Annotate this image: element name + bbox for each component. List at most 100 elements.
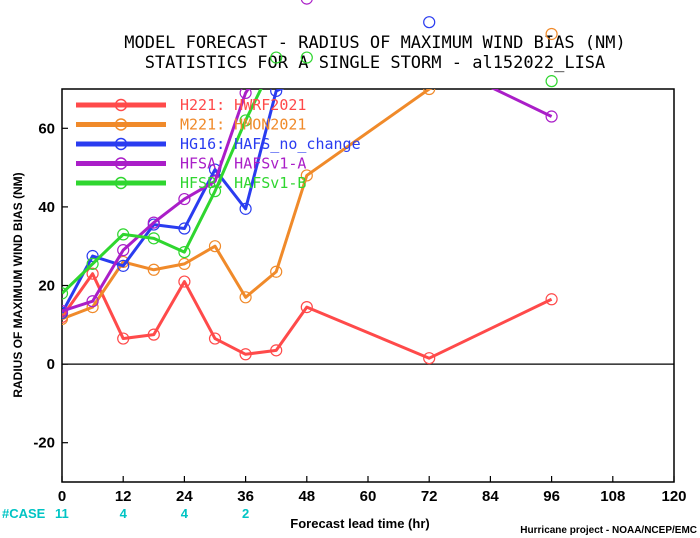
data-point	[545, 27, 558, 41]
y-tick-label: 0	[47, 356, 55, 373]
data-point	[239, 348, 252, 361]
case-count: 2	[242, 506, 249, 521]
data-point	[117, 244, 130, 257]
y-tick-label: 40	[38, 199, 55, 216]
data-point	[270, 344, 283, 357]
legend-item: H221: HWRF2021	[76, 96, 306, 114]
case-count: 4	[181, 506, 189, 521]
x-tick-label: 84	[482, 488, 499, 505]
credit-text: Hurricane project - NOAA/NCEP/EMC	[520, 525, 697, 536]
y-axis-label: RADIUS OF MAXIMUM WIND BIAS (NM)	[11, 172, 25, 397]
data-point	[62, 287, 69, 300]
legend-label: HFSB: HAFSv1-B	[180, 174, 306, 192]
legend-label: HFSA: HAFSv1-A	[180, 155, 306, 173]
x-tick-label: 24	[176, 488, 193, 505]
data-point	[423, 352, 436, 365]
data-point	[270, 89, 283, 98]
x-tick-label: 48	[298, 488, 315, 505]
legend-item: M221: HMON2021	[76, 116, 306, 134]
data-point	[300, 51, 313, 64]
chart-subtitle: STATISTICS FOR A SINGLE STORM - al152022…	[145, 53, 606, 73]
data-point	[117, 259, 130, 272]
series-line	[62, 89, 285, 314]
x-tick-label: 108	[600, 488, 625, 505]
data-point	[147, 232, 160, 245]
chart-title: MODEL FORECAST - RADIUS OF MAXIMUM WIND …	[124, 33, 626, 53]
data-point	[300, 169, 313, 182]
x-tick-label: 36	[237, 488, 254, 505]
data-point	[208, 332, 222, 345]
data-point	[147, 328, 160, 341]
legend-item: HFSA: HAFSv1-A	[76, 155, 306, 173]
data-point	[300, 0, 313, 5]
series-line	[62, 89, 263, 295]
x-tick-label: 72	[421, 488, 438, 505]
data-point	[86, 249, 99, 263]
series-4	[62, 89, 263, 300]
data-point	[239, 89, 252, 100]
data-point	[178, 245, 191, 259]
data-point	[239, 114, 252, 127]
data-point	[545, 75, 558, 88]
series-2	[62, 89, 285, 320]
data-point	[545, 110, 558, 123]
legend-item: HFSB: HAFSv1-B	[76, 174, 306, 192]
data-point	[239, 291, 252, 304]
data-point	[147, 216, 160, 229]
data-point	[208, 240, 222, 253]
data-point	[270, 51, 283, 64]
case-count: 4	[120, 506, 128, 521]
data-point	[62, 304, 69, 318]
series-layer	[62, 89, 558, 365]
x-tick-label: 12	[115, 488, 132, 505]
data-point	[117, 332, 130, 345]
case-count: 11	[55, 506, 69, 521]
data-point	[239, 202, 252, 215]
legend-marker	[114, 157, 128, 170]
data-point	[178, 275, 191, 288]
data-point	[147, 263, 160, 276]
data-point	[62, 312, 69, 326]
x-tick-label: 60	[360, 488, 377, 505]
data-point	[423, 16, 436, 29]
data-point	[86, 267, 99, 280]
series-line	[62, 89, 553, 313]
legend-marker	[114, 98, 128, 112]
series-line	[62, 272, 553, 360]
data-point	[423, 89, 436, 96]
data-point	[208, 185, 222, 198]
x-tick-label: 96	[543, 488, 560, 505]
legend-marker	[114, 118, 128, 131]
y-tick-label: 20	[38, 278, 55, 295]
legend-marker	[114, 176, 128, 190]
legend-item: HG16: HAFS_no_change	[76, 135, 361, 153]
data-point	[300, 301, 313, 314]
series-1	[62, 89, 436, 326]
axis-layer: 0 12 24 36 48 60 72 84 96 108 120 -20 0 20 40 60	[33, 120, 686, 505]
data-point	[545, 293, 558, 306]
x-tick-label: 0	[58, 488, 66, 505]
legend-label: HG16: HAFS_no_change	[180, 135, 361, 153]
series-line	[62, 89, 433, 321]
legend-label: H221: HWRF2021	[180, 96, 306, 114]
series-0	[62, 267, 558, 365]
x-tick-label: 120	[661, 488, 686, 505]
y-tick-label: 60	[38, 120, 55, 137]
legend-marker	[114, 137, 128, 151]
data-point	[178, 257, 191, 270]
case-label: #CASE	[2, 506, 46, 521]
data-point	[117, 228, 130, 241]
data-point	[86, 257, 99, 270]
x-axis-label: Forecast lead time (hr)	[290, 516, 429, 531]
plot-frame	[61, 88, 675, 483]
legend-label: M221: HMON2021	[180, 116, 306, 134]
data-point	[178, 192, 191, 206]
y-tick-label: -20	[33, 435, 55, 452]
offscale-markers	[270, 0, 558, 88]
case-counts: 11 4 4 2	[55, 506, 249, 521]
data-point	[178, 222, 191, 235]
data-point	[86, 295, 99, 308]
data-point	[270, 265, 283, 278]
